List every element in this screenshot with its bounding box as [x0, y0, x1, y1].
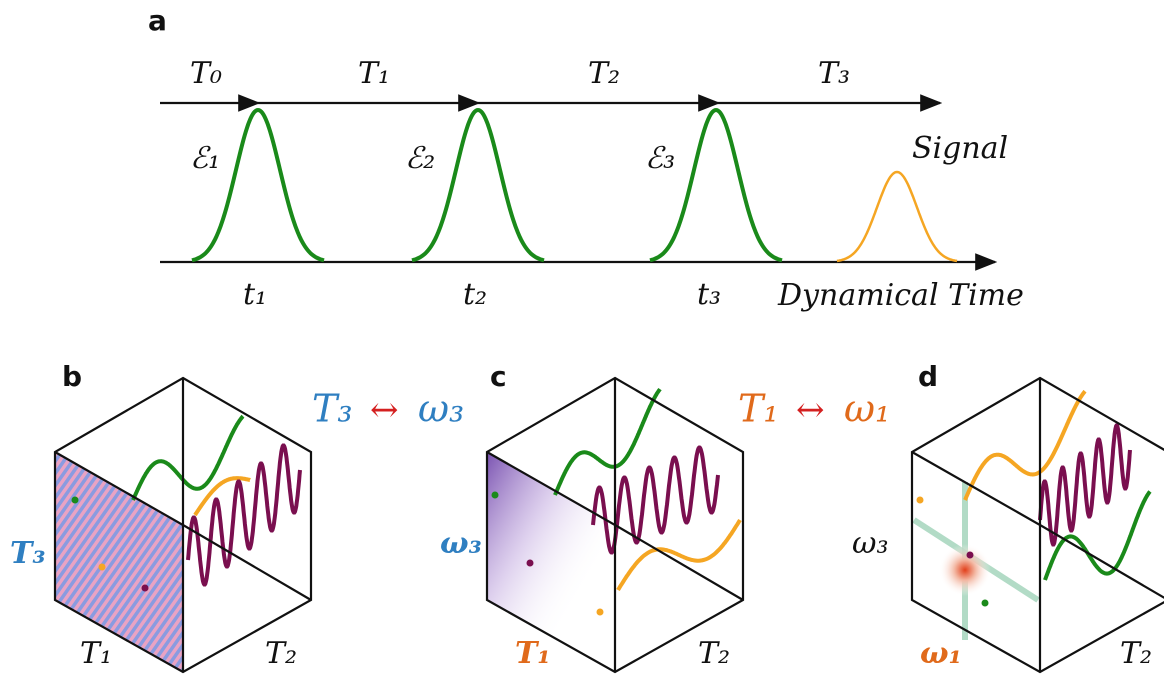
time-label: t₂ [463, 277, 487, 312]
dot [917, 497, 924, 504]
interval-label: T₂ [588, 56, 620, 91]
panel-label: d [918, 360, 938, 393]
transform-from: T₃ [312, 387, 353, 431]
interval-label: T₃ [818, 56, 850, 91]
panel-label: b [62, 360, 82, 393]
time-label: t₃ [697, 277, 721, 312]
spectrum-face [55, 452, 183, 672]
pulse-label: ℰ₁ [190, 141, 220, 176]
cube [487, 378, 743, 672]
pulse [837, 172, 957, 261]
pulse [650, 110, 782, 260]
pulse [412, 110, 544, 260]
wave [618, 520, 740, 590]
dot [142, 585, 149, 592]
axis-label: ω₃ [440, 526, 482, 561]
transform-to: ω₁ [844, 387, 890, 431]
wave [188, 446, 300, 585]
figure: a T₀ T₁ T₂ T₃ ℰ₁ ℰ₂ ℰ₃ Signal t₁ t₂ t₃ D… [0, 0, 1164, 675]
pulse-label: ℰ₃ [645, 141, 675, 176]
wave [1040, 426, 1130, 545]
dot [492, 492, 499, 499]
dot [597, 609, 604, 616]
signal-label: Signal [912, 131, 1008, 166]
pulse [192, 110, 324, 260]
axis-label: T₁ [80, 636, 112, 671]
transform-arrow: ↔ [796, 390, 825, 430]
transform-arrow: ↔ [370, 390, 399, 430]
axis-label: T₃ [10, 536, 45, 571]
panel-label: c [490, 360, 507, 393]
dot [99, 564, 106, 571]
interval-label: T₀ [190, 56, 222, 91]
dot [967, 552, 974, 559]
cube [55, 378, 311, 672]
axis-label: ω₁ [920, 636, 962, 671]
dot [527, 560, 534, 567]
interval-label: T₁ [358, 56, 390, 91]
axis-label: T₂ [1120, 636, 1152, 671]
axis-label: T₁ [515, 636, 550, 671]
transform-from: T₁ [738, 387, 779, 431]
axis-label: T₂ [265, 636, 297, 671]
panel-label: a [148, 4, 167, 37]
axis-label: Dynamical Time [777, 278, 1024, 313]
transform-to: ω₃ [418, 387, 464, 431]
axis-label: ω₃ [852, 526, 889, 561]
dot [982, 600, 989, 607]
pulse-label: ℰ₂ [405, 141, 435, 176]
peak [939, 544, 991, 596]
axis-label: T₂ [698, 636, 730, 671]
spectrum-face [487, 452, 615, 672]
wave [133, 416, 243, 500]
time-label: t₁ [243, 277, 267, 312]
dot [72, 497, 79, 504]
wave [1045, 492, 1150, 581]
cube [912, 378, 1164, 672]
